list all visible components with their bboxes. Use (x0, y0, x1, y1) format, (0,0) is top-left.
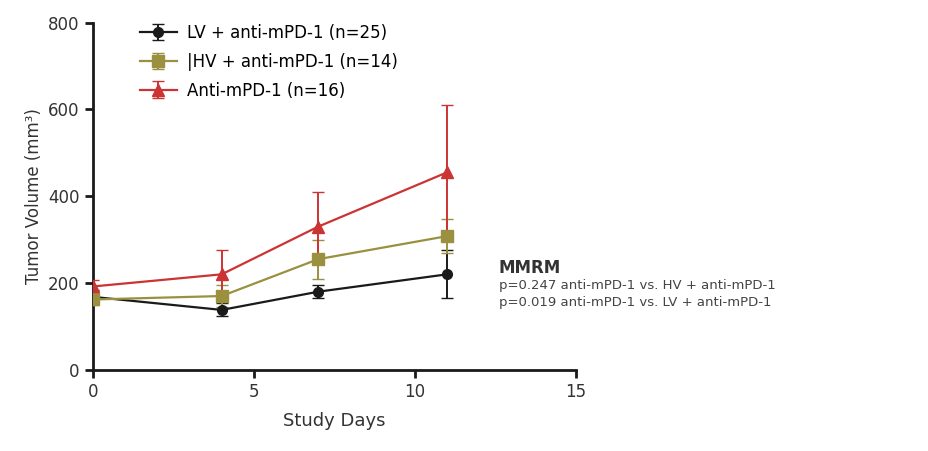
Y-axis label: Tumor Volume (mm³): Tumor Volume (mm³) (24, 108, 43, 284)
Legend: LV + anti-mPD-1 (n=25), |HV + anti-mPD-1 (n=14), Anti-mPD-1 (n=16): LV + anti-mPD-1 (n=25), |HV + anti-mPD-1… (140, 24, 397, 100)
Text: p=0.019 anti-mPD-1 vs. LV + anti-mPD-1: p=0.019 anti-mPD-1 vs. LV + anti-mPD-1 (498, 296, 770, 309)
X-axis label: Study Days: Study Days (283, 412, 385, 430)
Text: MMRM: MMRM (498, 259, 561, 277)
Text: p=0.247 anti-mPD-1 vs. HV + anti-mPD-1: p=0.247 anti-mPD-1 vs. HV + anti-mPD-1 (498, 279, 775, 292)
